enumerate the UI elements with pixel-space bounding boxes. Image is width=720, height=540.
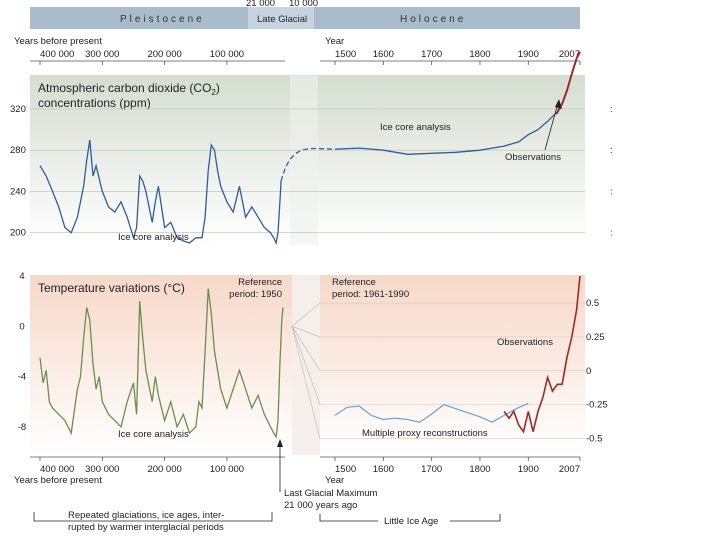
little-ice-age-label-bg <box>378 514 450 526</box>
era-pleistocene: Pleistocene <box>120 14 205 25</box>
temperature-ref-right-1: Reference <box>332 277 376 288</box>
temperature-ref-right-2: period: 1961-1990 <box>332 289 409 300</box>
temperature-right-y-tick-label: -0.5 <box>586 433 602 444</box>
temperature-title: Temperature variations (°C) <box>38 281 185 295</box>
co2-title-line1: Atmospheric carbon dioxide (CO2) <box>38 81 220 97</box>
temperature-scale-link-line <box>291 302 321 327</box>
co2-observations-line <box>555 51 581 115</box>
temperature-annotation-proxy: Multiple proxy reconstructions <box>362 428 488 439</box>
glaciation-bracket <box>33 512 273 522</box>
temperature-right-y-tick-label: 0 <box>586 366 591 377</box>
co2-right-y-tick: : <box>610 145 613 156</box>
temperature-panel-right <box>320 275 585 455</box>
temperature-series <box>39 275 581 439</box>
co2-y-tick-label: 280 <box>10 145 26 156</box>
temperature-proxy-line <box>334 402 529 423</box>
temperature-left-y-tick-label: -8 <box>18 422 26 433</box>
co2-right-y-tick: : <box>610 228 613 239</box>
temperature-left-y-tick-label: 4 <box>19 271 24 282</box>
lgm-label-line2: 21 000 years ago <box>284 500 357 511</box>
top-right-tick-label: 1500 <box>335 49 356 60</box>
temperature-annotation-observations: Observations <box>497 337 553 348</box>
co2-annotation-observations: Observations <box>505 152 561 163</box>
temperature-annotation-ice-core: Ice core analysis <box>118 429 189 440</box>
temperature-ref-left-2: period: 1950 <box>229 289 282 300</box>
co2-gap-bridge <box>280 147 336 182</box>
top-left-ticks: 400 000 300 000 200 000 100 000 <box>39 49 244 65</box>
top-left-axis-caption: Years before present <box>14 36 102 47</box>
temperature-scale-links <box>291 302 585 439</box>
top-left-tick-label: 300 000 <box>85 49 119 60</box>
co2-observations-pointer <box>544 102 559 151</box>
temperature-scale-link-line <box>291 326 321 405</box>
top-right-axis-caption: Year <box>325 36 344 47</box>
temperature-scale-link-line <box>291 326 321 338</box>
temperature-left-y-tick-label: 0 <box>19 321 24 332</box>
co2-annotation-ice-core-right: Ice core analysis <box>380 122 451 133</box>
temperature-right-y-tick-label: -0.25 <box>586 400 608 411</box>
lgm-arrowhead <box>277 439 283 447</box>
bottom-left-tick-label: 200 000 <box>147 464 181 475</box>
bottom-right-tick-label: 1700 <box>421 464 442 475</box>
co2-observations-arrowhead <box>555 99 562 109</box>
co2-y-tick-label: 200 <box>10 228 26 239</box>
bottom-right-tick-label: 1800 <box>469 464 490 475</box>
late-glacial-band <box>248 7 314 29</box>
era-holocene: Holocene <box>400 14 466 25</box>
bottom-left-tick-label: 400 000 <box>40 464 74 475</box>
era-marker-10000: 10 000 <box>289 0 318 9</box>
temperature-scale-link-line <box>291 326 321 439</box>
co2-gap <box>290 75 318 245</box>
bottom-left-axis-caption: Years before present <box>14 475 102 486</box>
temperature-observations-line <box>503 275 581 434</box>
co2-title-line2: concentrations (ppm) <box>38 96 151 110</box>
bottom-right-tick-label: 1900 <box>518 464 539 475</box>
top-right-ticks: 1500 1600 1700 1800 1900 2007 <box>334 49 581 65</box>
co2-annotation-ice-core-left: Ice core analysis <box>118 232 189 243</box>
bottom-right-axis-caption: Year <box>325 475 344 486</box>
top-left-tick-label: 200 000 <box>147 49 181 60</box>
co2-ice-core-line <box>39 139 282 246</box>
co2-gridlines <box>30 108 585 233</box>
temperature-left-y-tick-label: -4 <box>18 372 26 383</box>
lgm-label-line1: Last Glacial Maximum <box>284 488 378 499</box>
temperature-right-y-tick-label: 0.25 <box>586 332 605 343</box>
co2-y-tick-label: 240 <box>10 186 26 197</box>
temperature-left-y-ticks: 4 0 -4 -8 <box>18 271 26 433</box>
top-right-tick-label: 1700 <box>421 49 442 60</box>
bottom-right-tick-label: 1600 <box>373 464 394 475</box>
temperature-panel-left <box>30 275 292 455</box>
era-late-glacial: Late Glacial <box>257 14 307 25</box>
glaciation-label-line2: rupted by warmer interglacial periods <box>68 522 224 533</box>
co2-right-y-tick: : <box>610 186 613 197</box>
bottom-right-tick-label: 2007 <box>559 464 580 475</box>
temperature-right-y-ticks: 0.5 0.25 0 -0.25 -0.5 <box>586 298 608 444</box>
top-right-tick-label: 1800 <box>469 49 490 60</box>
top-right-tick-label: 2007 <box>559 49 580 60</box>
bottom-left-ticks: 400 000 300 000 200 000 100 000 <box>39 457 244 475</box>
little-ice-age-label: Little Ice Age <box>384 516 438 527</box>
top-left-tick-label: 100 000 <box>210 49 244 60</box>
temperature-right-y-tick-label: 0.5 <box>586 298 599 309</box>
co2-y-ticks: 200 240 280 320 <box>10 104 26 239</box>
bottom-left-tick-label: 100 000 <box>210 464 244 475</box>
top-right-tick-label: 1900 <box>518 49 539 60</box>
co2-series <box>39 51 581 246</box>
co2-right-y-tick: : <box>610 104 613 115</box>
temperature-ice-core-line <box>39 288 284 439</box>
top-right-tick-label: 1600 <box>373 49 394 60</box>
bottom-right-tick-label: 1500 <box>335 464 356 475</box>
co2-right-y-ticks: :::: <box>610 104 613 239</box>
co2-y-tick-label: 320 <box>10 104 26 115</box>
temperature-ref-left-1: Reference <box>238 277 282 288</box>
temperature-scale-link-line <box>291 326 321 371</box>
glaciation-label-line1: Repeated glaciations, ice ages, inter- <box>68 510 224 521</box>
co2-holocene-line <box>334 111 558 155</box>
bottom-right-ticks: 1500 1600 1700 1800 1900 2007 <box>334 457 581 475</box>
era-marker-21000: 21 000 <box>246 0 275 9</box>
top-left-tick-label: 400 000 <box>40 49 74 60</box>
bottom-left-tick-label: 300 000 <box>85 464 119 475</box>
